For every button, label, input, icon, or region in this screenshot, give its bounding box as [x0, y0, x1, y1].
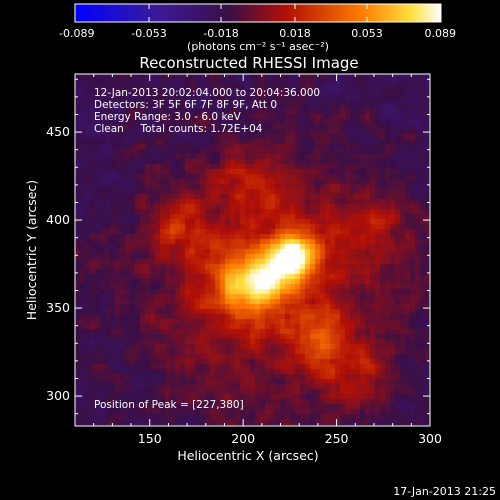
- colorbar: [74, 3, 442, 23]
- colorbar-tick-label: -0.018: [203, 27, 238, 40]
- time-range-text: 12-Jan-2013 20:02:04.000 to 20:04:36.000: [94, 87, 320, 99]
- colorbar-tick-label: -0.053: [131, 27, 166, 40]
- colorbar-unit-label: (photons cm⁻² s⁻¹ asec⁻²): [187, 40, 329, 53]
- x-axis-ticks: 150 200 250 300: [74, 74, 442, 446]
- x-tick-label: 150: [138, 431, 162, 446]
- peak-position-text: Position of Peak = [227,380]: [94, 399, 244, 411]
- detectors-text: Detectors: 3F 5F 6F 7F 8F 9F, Att 0: [94, 99, 277, 111]
- colorbar-tick-label: 0.018: [279, 27, 311, 40]
- y-tick-label: 350: [46, 300, 70, 315]
- y-tick-label: 400: [46, 212, 70, 227]
- heatmap: [75, 74, 430, 426]
- footer-timestamp: 17-Jan-2013 21:25: [393, 485, 496, 498]
- x-tick-label: 200: [231, 431, 255, 446]
- y-tick-label: 450: [46, 124, 70, 139]
- plot-frame: [74, 73, 431, 427]
- colorbar-tick-label: -0.089: [59, 27, 94, 40]
- heatmap-container: [75, 74, 430, 426]
- x-tick-label: 250: [325, 431, 349, 446]
- y-axis-label: Heliocentric Y (arcsec): [24, 180, 39, 320]
- colorbar-tick-label: 0.053: [351, 27, 383, 40]
- colorbar-ticks: [74, 4, 442, 22]
- y-tick-label: 300: [46, 388, 70, 403]
- x-axis-label: Heliocentric X (arcsec): [177, 448, 318, 463]
- method-counts-text: Clean Total counts: 1.72E+04: [94, 123, 263, 135]
- y-axis-ticks: 300 350 400 450: [46, 78, 430, 415]
- colorbar-tick-label: 0.089: [425, 27, 457, 40]
- x-tick-label: 300: [418, 431, 442, 446]
- chart-title: Reconstructed RHESSI Image: [139, 54, 358, 72]
- colorbar-tick-labels: -0.089 -0.053 -0.018 0.018 0.053 0.089: [59, 27, 456, 40]
- energy-range-text: Energy Range: 3.0 - 6.0 keV: [94, 111, 242, 123]
